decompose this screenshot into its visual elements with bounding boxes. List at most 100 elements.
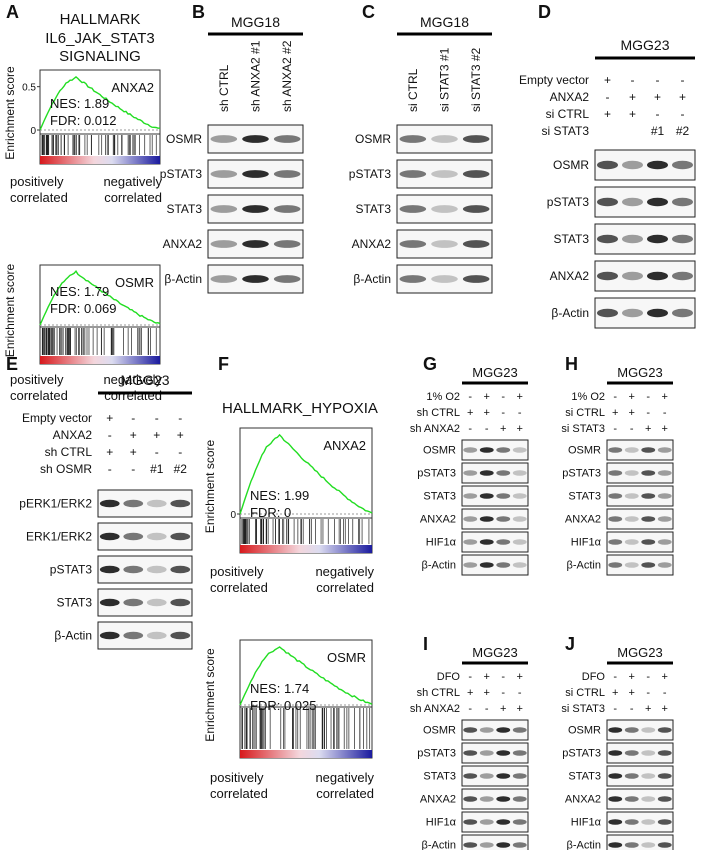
y-tick-label: 0	[30, 126, 36, 137]
lane-label: si CTRL	[406, 68, 420, 112]
band	[608, 470, 623, 476]
band	[479, 470, 494, 476]
band	[647, 197, 668, 207]
band	[479, 727, 494, 733]
blot-label: pSTAT3	[349, 167, 392, 181]
gsea-title: IL6_JAK_STAT3	[45, 30, 155, 47]
band	[512, 562, 527, 568]
blot-label: pSTAT3	[562, 748, 601, 760]
condition-mark: +	[106, 445, 113, 459]
condition-mark: -	[468, 391, 472, 403]
band	[99, 499, 120, 508]
band	[496, 796, 511, 802]
blot-label: STAT3	[166, 202, 202, 216]
band	[512, 539, 527, 545]
band	[608, 819, 623, 825]
band	[608, 842, 623, 848]
band	[608, 493, 623, 499]
band	[463, 819, 478, 825]
band	[431, 205, 458, 213]
band	[512, 842, 527, 848]
rank-bar	[40, 356, 160, 364]
blot-label: STAT3	[568, 491, 601, 503]
y-axis-label: Enrichment score	[203, 648, 217, 742]
condition-mark: -	[501, 407, 505, 419]
band	[597, 271, 618, 281]
band	[123, 499, 144, 508]
condition-mark: -	[606, 90, 610, 104]
rank-bar	[240, 750, 372, 758]
condition-mark: +	[177, 428, 184, 442]
band	[672, 197, 693, 207]
band	[463, 447, 478, 453]
blot-label: pSTAT3	[562, 468, 601, 480]
panel-letter: E	[6, 354, 18, 374]
panel-letter: C	[362, 2, 375, 22]
band	[463, 470, 478, 476]
condition-label: si STAT3	[561, 423, 605, 435]
condition-label: Empty vector	[22, 411, 92, 425]
band	[479, 447, 494, 453]
y-axis-label: Enrichment score	[3, 263, 17, 357]
band	[672, 234, 693, 244]
condition-label: si STAT3	[561, 703, 605, 715]
blot-label: pSTAT3	[417, 468, 456, 480]
band	[622, 234, 643, 244]
condition-mark: +	[500, 423, 506, 435]
condition-label: Empty vector	[519, 73, 589, 87]
band	[399, 240, 427, 248]
blot-label: ANXA2	[420, 794, 456, 806]
condition-mark: +	[662, 671, 668, 683]
condition-mark: -	[613, 391, 617, 403]
blot-frame	[606, 765, 674, 787]
band	[496, 842, 511, 848]
band	[146, 499, 167, 508]
condition-label: si CTRL	[546, 107, 590, 121]
y-tick-label: 0	[230, 510, 236, 521]
condition-mark: +	[629, 671, 635, 683]
band	[463, 539, 478, 545]
band	[647, 271, 668, 281]
cell-line: MGG23	[617, 365, 663, 380]
condition-mark: +	[484, 407, 490, 419]
blot-label: ANXA2	[550, 269, 590, 283]
panel-letter: B	[192, 2, 205, 22]
condition-mark: -	[501, 391, 505, 403]
blot-frame	[461, 554, 529, 576]
lane-label: si STAT3 #2	[469, 47, 483, 112]
band	[242, 170, 269, 178]
band	[641, 470, 656, 476]
condition-mark: -	[108, 462, 112, 476]
blot-frame	[461, 531, 529, 553]
band	[99, 598, 120, 607]
band	[99, 631, 120, 640]
band	[624, 727, 639, 733]
panel-letter: F	[218, 354, 229, 374]
band	[170, 598, 191, 607]
lane-label: si STAT3 #1	[438, 47, 452, 112]
condition-label: sh CTRL	[45, 445, 93, 459]
condition-mark: -	[663, 407, 667, 419]
blot-frame	[606, 719, 674, 741]
enrichment-curve	[39, 75, 161, 131]
cell-line: MGG18	[420, 14, 469, 30]
band	[462, 275, 490, 283]
blot-label: OSMR	[568, 445, 601, 457]
band	[496, 470, 511, 476]
condition-label: si STAT3	[541, 124, 589, 138]
band	[657, 819, 672, 825]
band	[463, 842, 478, 848]
band	[479, 796, 494, 802]
negative-label: correlated	[316, 786, 374, 801]
condition-mark: -	[485, 423, 489, 435]
condition-mark: +	[629, 391, 635, 403]
condition-mark: -	[518, 687, 522, 699]
band	[624, 470, 639, 476]
band	[399, 170, 427, 178]
band	[496, 750, 511, 756]
band	[242, 275, 269, 283]
condition-mark: -	[485, 703, 489, 715]
band	[463, 750, 478, 756]
blot-label: ANXA2	[565, 514, 601, 526]
